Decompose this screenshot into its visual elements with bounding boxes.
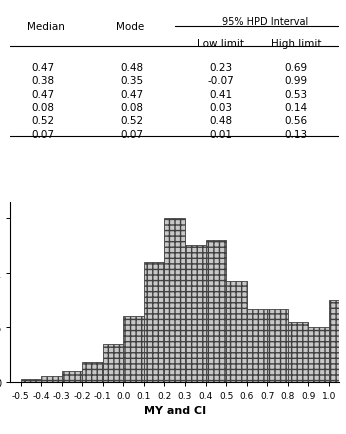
Text: Median: Median	[27, 22, 65, 32]
Text: 0.41: 0.41	[209, 89, 232, 99]
Text: 0.23: 0.23	[209, 63, 232, 73]
Text: 0.35: 0.35	[120, 76, 144, 86]
Bar	[267, 309, 288, 382]
Bar	[164, 219, 185, 382]
Text: 0.38: 0.38	[32, 76, 55, 86]
Text: 0.08: 0.08	[32, 103, 55, 113]
Text: 0.07: 0.07	[32, 129, 55, 139]
Bar	[103, 344, 124, 382]
Bar	[206, 240, 226, 382]
Text: 0.13: 0.13	[285, 129, 308, 139]
Bar	[288, 322, 308, 382]
Text: 0.14: 0.14	[285, 103, 308, 113]
Text: 0.48: 0.48	[209, 116, 232, 126]
Text: 0.52: 0.52	[32, 116, 55, 126]
Text: 0.56: 0.56	[285, 116, 308, 126]
Text: 0.69: 0.69	[285, 63, 308, 73]
Text: 0.47: 0.47	[120, 89, 144, 99]
Text: 0.47: 0.47	[32, 89, 55, 99]
Bar	[226, 282, 247, 382]
Bar	[21, 378, 41, 382]
Bar	[308, 328, 329, 382]
Text: -0.07: -0.07	[207, 76, 234, 86]
Text: 0.48: 0.48	[120, 63, 144, 73]
Bar	[124, 317, 144, 382]
Text: 0.03: 0.03	[209, 103, 232, 113]
Text: High limit: High limit	[271, 39, 321, 49]
Bar	[144, 262, 164, 382]
Text: 0.99: 0.99	[285, 76, 308, 86]
Text: 0.01: 0.01	[209, 129, 232, 139]
Bar	[185, 246, 206, 382]
Bar	[41, 376, 62, 382]
Text: 0.47: 0.47	[32, 63, 55, 73]
Bar	[247, 309, 267, 382]
Text: Mode: Mode	[116, 22, 144, 32]
Bar	[329, 300, 346, 382]
Text: 0.07: 0.07	[120, 129, 144, 139]
X-axis label: MY and CI: MY and CI	[144, 405, 206, 415]
Bar	[82, 362, 103, 382]
Text: 0.52: 0.52	[120, 116, 144, 126]
Text: Low limit: Low limit	[197, 39, 244, 49]
Text: 95% HPD Interval: 95% HPD Interval	[222, 17, 308, 27]
Text: 0.53: 0.53	[285, 89, 308, 99]
Bar	[62, 371, 82, 382]
Text: 0.08: 0.08	[120, 103, 144, 113]
